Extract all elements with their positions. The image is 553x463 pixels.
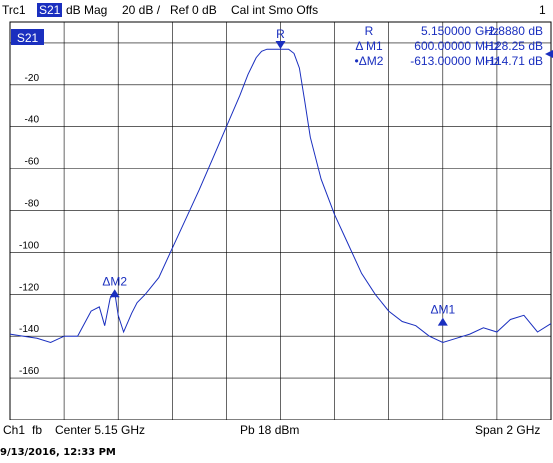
y-tick-label: -140 <box>19 324 39 335</box>
marker-table-frequency: 600.00000 <box>414 39 471 53</box>
reference-label[interactable]: Ref 0 dB <box>170 3 217 17</box>
y-tick-label: -120 <box>19 282 39 293</box>
marker-table-frequency: -613.00000 <box>410 54 471 68</box>
y-tick-label: -40 <box>25 115 40 126</box>
trace-name[interactable]: Trc1 <box>2 3 26 17</box>
channel-header: Trc1 S21 dB Mag 20 dB / Ref 0 dB Cal int… <box>0 0 553 20</box>
channel-footer: Ch1 fb Center 5.15 GHz Pb 18 dBm Span 2 … <box>0 422 553 440</box>
delta-marker-icon[interactable] <box>109 289 120 298</box>
y-tick-label: -20 <box>25 73 40 84</box>
calibration-label: Cal int Smo Offs <box>231 3 319 17</box>
reference-marker-icon[interactable] <box>275 40 286 49</box>
marker-table-frequency: 5.150000 <box>421 24 471 38</box>
trace-label: S21 <box>17 31 39 45</box>
marker-table-unit: GHz <box>475 24 499 38</box>
fb-label: fb <box>32 423 43 437</box>
span-value[interactable]: Span 2 GHz <box>475 423 541 437</box>
reference-level-arrow-icon <box>545 50 553 58</box>
marker-table-unit: MHz <box>475 39 500 53</box>
scale-label[interactable]: 20 dB / <box>122 3 161 17</box>
channel-label: Ch1 <box>3 423 26 437</box>
y-tick-label: -60 <box>25 157 40 168</box>
s21-trace-line <box>9 48 552 344</box>
marker-label: R <box>276 27 285 41</box>
marker-label: ΔM2 <box>102 274 127 288</box>
delta-marker-icon[interactable] <box>437 317 448 326</box>
marker-table-name: Δ M1 <box>355 39 383 53</box>
marker-table-value: -114.71 dB <box>485 54 543 68</box>
y-tick-label: -160 <box>19 366 39 377</box>
markers: R ΔM1 ΔM2 <box>102 27 455 326</box>
channel-number: 1 <box>539 3 546 17</box>
marker-table-value: -2.8880 dB <box>484 24 543 38</box>
parameter-badge[interactable]: S21 <box>37 3 63 17</box>
timestamp: 9/13/2016, 12:33 PM <box>0 447 116 458</box>
center-frequency[interactable]: Center 5.15 GHz <box>55 423 146 437</box>
trace-chart[interactable]: 0-20-40-60-80-100-120-140-160 S21 RΔM1ΔM… <box>0 20 553 420</box>
marker-label: ΔM1 <box>430 303 455 317</box>
format-label[interactable]: dB Mag <box>66 3 108 17</box>
marker-table-name: R <box>365 24 374 38</box>
marker-table: R 5.150000 GHz-2.8880 dB Δ M1 600.00000 MHz-1… <box>355 24 543 68</box>
marker-table-unit: MHz <box>475 54 500 68</box>
y-tick-label: -100 <box>19 240 39 251</box>
y-tick-label: -80 <box>25 199 40 210</box>
power-level[interactable]: Pb 18 dBm <box>240 423 300 437</box>
trace-label-badge <box>11 29 44 45</box>
marker-table-name: •ΔM2 <box>355 54 384 68</box>
marker-table-value: -128.25 dB <box>484 39 543 53</box>
